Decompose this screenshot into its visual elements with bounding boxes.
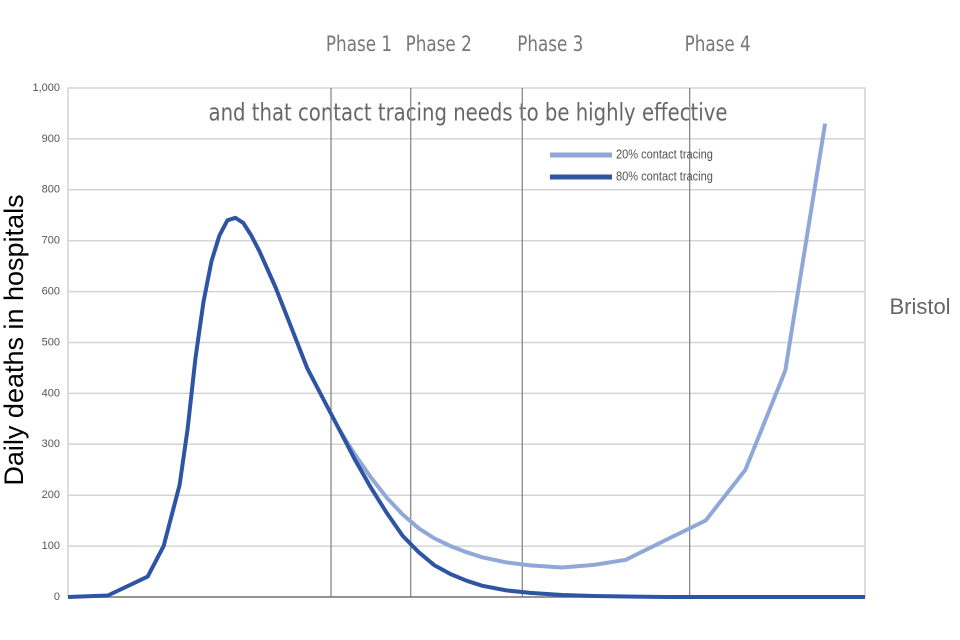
series-line bbox=[337, 123, 828, 570]
annotation: Bristol bbox=[889, 294, 950, 319]
legend-label: 80% contact tracing bbox=[616, 169, 713, 184]
phase-label: Phase 3 bbox=[517, 32, 583, 56]
y-tick-label: 300 bbox=[42, 438, 60, 450]
y-tick-label: 600 bbox=[42, 286, 60, 298]
y-tick-label: 900 bbox=[42, 133, 60, 145]
y-tick-label: 500 bbox=[42, 336, 60, 348]
y-tick-label: 100 bbox=[42, 540, 60, 552]
y-axis-label: Daily deaths in hospitals bbox=[0, 194, 29, 485]
y-tick-label: 1,000 bbox=[32, 82, 60, 94]
y-tick-label: 0 bbox=[54, 591, 60, 603]
y-tick-label: 200 bbox=[42, 489, 60, 501]
phase-label: Phase 1 bbox=[326, 32, 392, 56]
y-tick-label: 400 bbox=[42, 387, 60, 399]
phase-label: Phase 4 bbox=[685, 32, 751, 56]
y-tick-label: 700 bbox=[42, 235, 60, 247]
chart-title: and that contact tracing needs to be hig… bbox=[209, 100, 728, 127]
series-line bbox=[68, 215, 865, 599]
y-tick-label: 800 bbox=[42, 184, 60, 196]
legend-label: 20% contact tracing bbox=[616, 147, 713, 162]
phase-label: Phase 2 bbox=[406, 32, 472, 56]
